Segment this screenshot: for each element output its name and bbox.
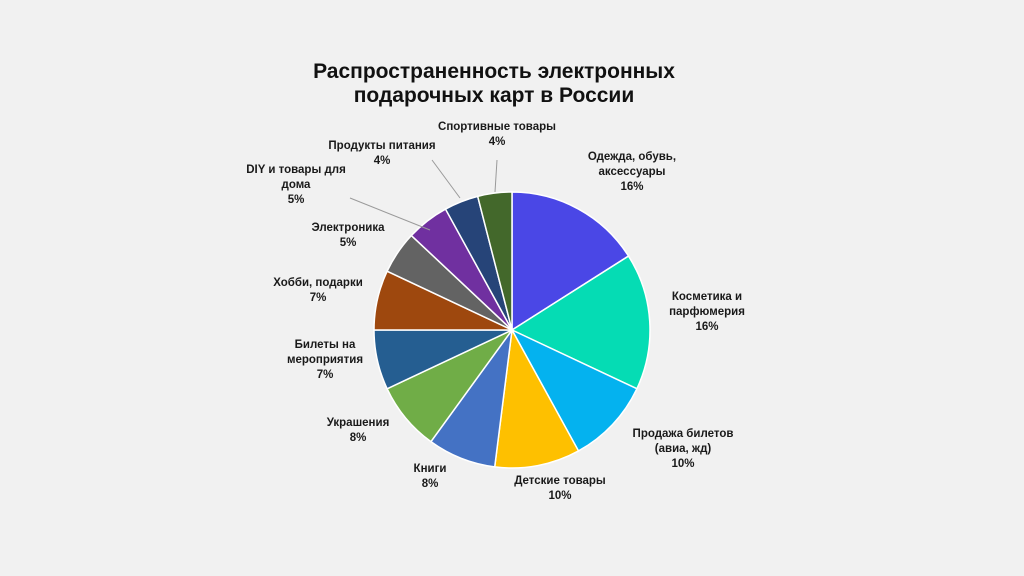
slice-category-label-6: Украшения <box>327 417 390 429</box>
slice-category-label-1: аксессуары <box>599 166 666 178</box>
slice-category-label-11: Продукты питания <box>328 140 435 152</box>
data-labels: Одежда, обувь, аксессуары 16% Косметика и па… <box>246 121 745 502</box>
slice-category-label-3: (авиа, жд) <box>655 443 712 455</box>
slice-value-label-9: 5% <box>340 237 357 249</box>
slice-value-label-8: 7% <box>310 292 327 304</box>
chart-title-line-2: подарочных карт в России <box>354 84 635 107</box>
chart-title-line-1: Распространенность электронных <box>313 60 675 83</box>
slice-category-label-7: Билеты на <box>295 339 356 351</box>
slice-value-label-4: 10% <box>548 490 571 502</box>
slice-value-label-7: 7% <box>317 369 334 381</box>
slice-category-label-4: Детские товары <box>514 475 606 487</box>
slice-value-label-6: 8% <box>350 432 367 444</box>
leader-line-12 <box>494 159 498 193</box>
slice-category-label-9: Электроника <box>311 222 385 234</box>
slice-value-label-12: 4% <box>489 136 506 148</box>
slice-category-label-10: DIY и товары для <box>246 164 346 176</box>
pie-slice-2 <box>510 255 651 390</box>
pie-slice-4 <box>493 327 580 469</box>
pie-slice-12 <box>476 191 513 331</box>
slice-category-label-2: парфюмерия <box>669 306 745 318</box>
slice-value-label-11: 4% <box>374 155 391 167</box>
slice-category-label-12: Спортивные товары <box>438 121 556 133</box>
slice-category-label-5: Книги <box>414 463 447 475</box>
slice-value-label-10: 5% <box>288 194 305 206</box>
slice-value-label-1: 16% <box>620 181 643 193</box>
slice-category-label-8: Хобби, подарки <box>273 277 363 289</box>
slice-category-label-1: Одежда, обувь, <box>588 151 676 163</box>
slice-category-label-7: мероприятия <box>287 354 363 366</box>
slice-category-label-10: дома <box>282 179 312 191</box>
slice-value-label-3: 10% <box>671 458 694 470</box>
pie-slice-3 <box>510 328 638 452</box>
leader-line-11 <box>431 159 461 199</box>
slice-category-label-2: Косметика и <box>672 291 742 303</box>
slice-category-label-3: Продажа билетов <box>633 428 734 440</box>
slice-value-label-5: 8% <box>422 478 439 490</box>
pie-slice-1 <box>511 191 630 332</box>
leader-lines <box>349 159 498 231</box>
leader-line-10 <box>349 197 431 231</box>
slice-value-label-2: 16% <box>695 321 718 333</box>
pie-slices <box>373 191 651 469</box>
